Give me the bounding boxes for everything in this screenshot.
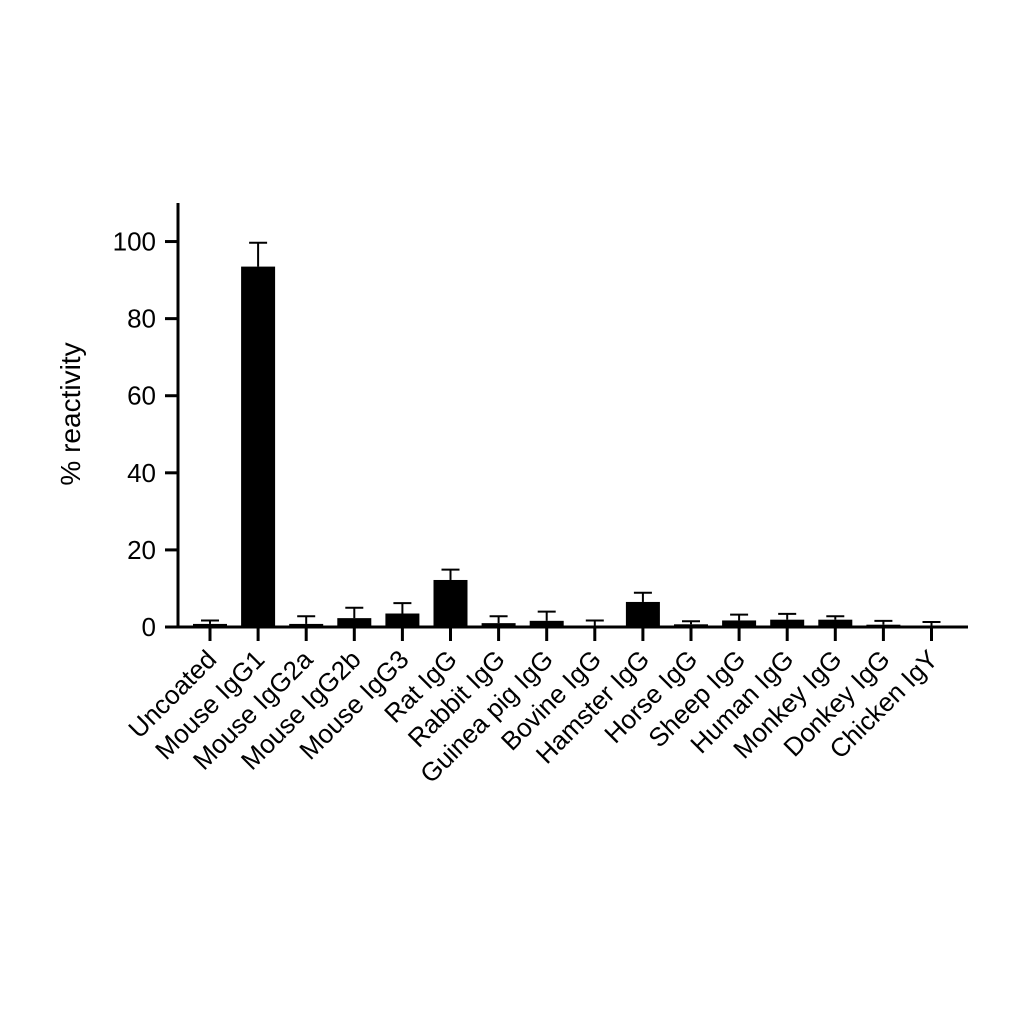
bar-11 [722,620,757,627]
error-bars-group [201,241,941,627]
y-tick-label-100: 100 [113,227,156,257]
bar-2 [289,623,324,627]
y-axis: 0 20 40 60 80 100 [113,203,180,642]
y-axis-title: % reactivity [55,342,86,485]
bar-12 [770,619,805,627]
bar-3 [337,618,372,627]
bar-5 [433,579,468,627]
bars-group [193,266,949,627]
y-tick-label-0: 0 [142,612,156,642]
bar-13 [818,619,853,627]
bar-0 [193,623,227,627]
bar-6 [481,623,516,627]
bar-1 [241,266,276,627]
y-tick-label-40: 40 [127,458,156,488]
bar-9 [625,601,660,627]
y-tick-label-20: 20 [127,535,156,565]
y-tick-label-80: 80 [127,304,156,334]
bar-4 [385,613,420,627]
bar-7 [529,620,564,627]
y-tick-label-60: 60 [127,381,156,411]
